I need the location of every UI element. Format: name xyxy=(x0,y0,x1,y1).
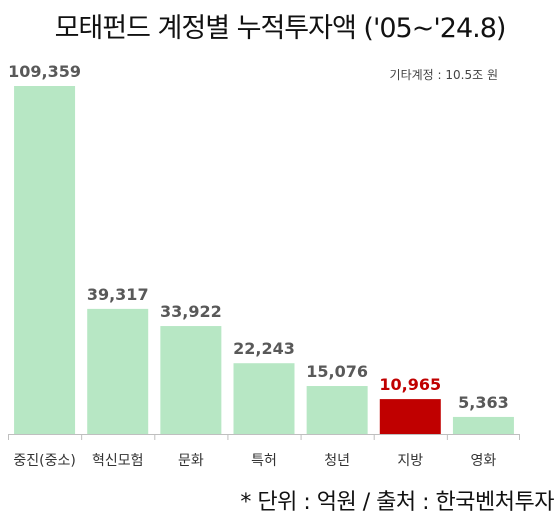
category-label-4: 청년 xyxy=(324,453,350,469)
bar-6 xyxy=(452,416,514,434)
bar-4 xyxy=(306,386,368,434)
data-label-0: 109,359 xyxy=(8,62,81,81)
data-label-3: 22,243 xyxy=(233,339,295,358)
chart-title: 모태펀드 계정별 누적투자액 ('05~'24.8) xyxy=(54,13,507,44)
data-label-5: 10,965 xyxy=(379,375,441,394)
category-label-5: 지방 xyxy=(397,453,423,469)
category-label-3: 특허 xyxy=(251,453,277,469)
data-label-4: 15,076 xyxy=(306,362,368,381)
category-label-6: 영화 xyxy=(471,453,497,469)
data-label-2: 33,922 xyxy=(160,302,222,321)
source-footnote: * 단위 : 억원 / 출처 : 한국벤처투자 xyxy=(240,490,554,515)
category-label-2: 문화 xyxy=(178,453,204,469)
data-label-6: 5,363 xyxy=(458,393,509,412)
other-account-note: 기타계정 : 10.5조 원 xyxy=(389,68,498,82)
data-label-1: 39,317 xyxy=(87,285,149,304)
bar-2 xyxy=(160,326,222,434)
bar-5 xyxy=(379,399,441,434)
bar-1 xyxy=(87,308,149,434)
bar-0 xyxy=(14,86,76,434)
bar-3 xyxy=(233,363,295,434)
category-label-0: 중진(중소) xyxy=(13,453,75,469)
category-label-1: 혁신모험 xyxy=(92,453,144,469)
